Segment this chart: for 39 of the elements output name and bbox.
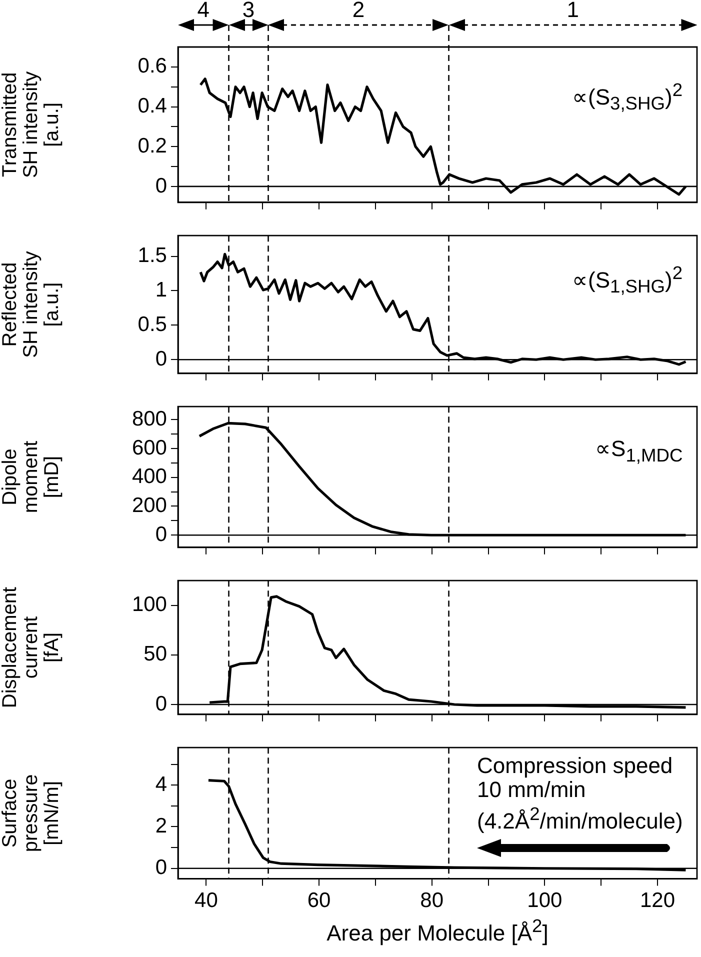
y-tick-label: 0.5 [138,312,167,336]
y-tick-label: 200 [132,494,167,518]
x-axis-title: Area per Molecule [Å$^{2}$] [326,914,548,946]
text: ∝(S$_{3,SHG}$) [572,84,672,114]
y-tick-label: 1 [155,278,167,302]
y-axis-title: Transmitted SH intensity [a.u.] [0,71,64,178]
y-axis-title: Dipole moment [mD] [0,440,64,514]
annotation: ∝(S$_{1,SHG}$)$^{2}$ [572,260,683,298]
y-axis-title: Displacement current [fA] [0,586,64,708]
y-tick-label: 0.6 [138,54,167,78]
text: 1 [566,0,580,22]
x-tick-label: 120 [640,889,676,912]
y-tick-label: 2 [155,814,167,838]
y-tick-label: 100 [132,593,167,616]
y-tick-label: 0 [155,522,167,546]
x-tick-label: 80 [420,889,444,912]
y-tick-label: 400 [132,465,167,488]
y-tick-label: 50 [144,642,167,666]
y-axis-title: Surface pressure [mN/m] [0,774,64,852]
y-tick-label: 600 [132,436,167,460]
text: 4 [197,0,210,22]
y-tick-label: 800 [132,407,167,430]
y-tick-label: 0.2 [138,134,167,158]
y-tick-label: 0.4 [138,94,168,118]
annotation: Compression speed 10 mm/min (4.2Å$^{2}$/min/molecule) [477,752,683,833]
text: 3 [242,0,255,22]
x-tick-label: 40 [194,889,218,912]
y-tick-label: 0 [155,174,167,198]
y-tick-label: 4 [155,772,168,796]
annotation: 2 [672,78,683,100]
y-tick-label: 0 [155,692,167,716]
y-tick-label: 0 [155,856,167,880]
annotation: ∝S$_{1,MDC}$ [595,436,683,468]
x-tick-label: 100 [527,889,562,912]
text: 2 [352,0,365,22]
y-axis-title: Reflected SH intensity [a.u.] [0,251,64,358]
x-tick-label: 60 [307,889,331,912]
y-tick-label: 1.5 [138,244,167,268]
y-tick-label: 0 [155,347,167,370]
